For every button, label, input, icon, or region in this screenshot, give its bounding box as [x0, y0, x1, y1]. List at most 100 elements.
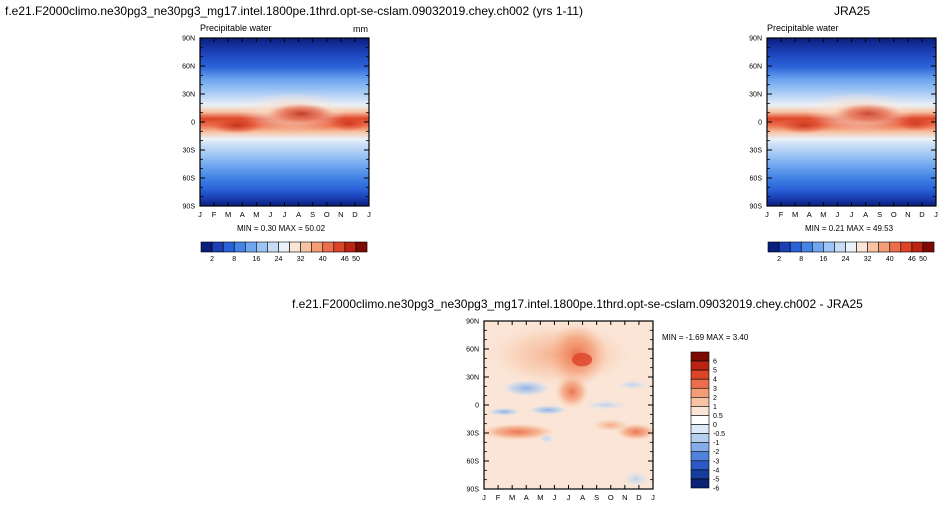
panel2-cb-cell: [922, 241, 935, 253]
panel1-ytick-label: 30S: [183, 148, 196, 155]
panel1-cb-label: 24: [275, 256, 283, 263]
panel3-ytick-label: 90N: [466, 319, 479, 326]
panel1-cb-cell: [311, 241, 324, 253]
panel3-xtick-label: J: [553, 493, 557, 502]
panel2-cb-cell: [845, 241, 857, 253]
panel1-xtick-label: M: [225, 210, 231, 219]
panel2-xtick-label: D: [919, 210, 925, 219]
panel3-blue-1: [500, 379, 552, 397]
panel1-core-east: [328, 116, 369, 132]
panel3-xtick-label: O: [608, 493, 614, 502]
panel3-xtick-label: A: [524, 493, 529, 502]
panel2-ytick-label: 90S: [750, 204, 763, 211]
panel1-xtick-label: D: [352, 210, 358, 219]
panel3-cb-cell: [690, 442, 710, 453]
panel3-blue-4: [582, 399, 630, 411]
panel3-xtick-label: J: [567, 493, 571, 502]
panel2-xtick-label: M: [792, 210, 798, 219]
panel3-mid-max: [554, 374, 589, 409]
panel2-cb-cell: [856, 241, 868, 253]
panel3-xtick-label: D: [636, 493, 642, 502]
panel2-title: JRA25: [834, 4, 871, 18]
panel2-cb-cell: [778, 241, 791, 253]
panel1-cb-cell: [344, 241, 357, 253]
panel3-xtick-label: N: [622, 493, 627, 502]
panel1-cb-cell: [200, 241, 213, 253]
panel3-cb-label: 2: [713, 395, 717, 402]
panel3-xtick-label: A: [580, 493, 585, 502]
panel2-ytick-label: 60N: [749, 64, 762, 71]
panel2-cb-label: 16: [819, 256, 827, 263]
panel2-ytick-label: 30S: [750, 148, 763, 155]
panel1-cb-label: 8: [232, 256, 236, 263]
panel3-xtick-label: F: [496, 493, 501, 502]
panel3-field: [480, 321, 657, 489]
panel3-cb-cell: [690, 406, 710, 416]
panel3-blue-7: [538, 433, 555, 444]
panel3-ytick-label: 60N: [466, 347, 479, 354]
panel1-xtick-label: S: [310, 210, 315, 219]
panel1-xtick-label: J: [198, 210, 202, 219]
panel2-cb-cell: [911, 241, 924, 253]
panel2-xtick-label: A: [807, 210, 812, 219]
panel1-subtitle: Precipitable water: [200, 23, 272, 33]
panel2-cb-label: 46: [908, 256, 916, 263]
panel2-core-west: [777, 116, 832, 134]
panel3-xtick-label: J: [651, 493, 655, 502]
panel2-field: [767, 38, 936, 206]
panel3-xtick-label: J: [482, 493, 486, 502]
panel3-cb-label: 0.5: [713, 413, 723, 420]
panel3-cb-cell: [690, 424, 710, 434]
panel2-cb-label: 32: [864, 256, 872, 263]
panel2-cb-label: 2: [777, 256, 781, 263]
panel3-cb-label: 5: [713, 368, 717, 375]
panel1-ytick-label: 30N: [182, 92, 195, 99]
panel1-ytick-label: 0: [191, 120, 195, 127]
panel2-xtick-label: J: [934, 210, 938, 219]
panel1-cb-label: 46: [341, 256, 349, 263]
panel3-cb-label: -2: [713, 449, 719, 456]
panel1-xtick-label: O: [324, 210, 330, 219]
panel3-cb-cell: [690, 469, 710, 480]
panel2-cb-label: 24: [842, 256, 850, 263]
panel3-cb-cell: [690, 415, 710, 425]
panel2-cb-label: 40: [886, 256, 894, 263]
panel2-ytick-label: 90N: [749, 36, 762, 43]
panel3-cb-label: 3: [713, 386, 717, 393]
panel3-cb-label: -0.5: [713, 431, 725, 438]
panel1-xtick-label: F: [212, 210, 217, 219]
panel2-ytick-label: 30N: [749, 92, 762, 99]
panel3-cb-cell: [690, 397, 710, 407]
panel3-ytick-label: 30N: [466, 375, 479, 382]
panel1-title: f.e21.F2000climo.ne30pg3_ne30pg3_mg17.in…: [5, 4, 583, 18]
panel1-cb-label: 16: [252, 256, 260, 263]
panel1-xtick-label: J: [269, 210, 273, 219]
panel1-xtick-label: A: [240, 210, 245, 219]
panel2-cb-cell: [834, 241, 846, 253]
panel3-xtick-label: S: [594, 493, 599, 502]
panel2-core-east: [895, 116, 936, 132]
panel3-cb-label: -4: [713, 467, 719, 474]
panel2-cb-cell: [823, 241, 835, 253]
panel3-xtick-label: M: [537, 493, 543, 502]
panel3-cb-cell: [690, 369, 710, 380]
panel3-cb-label: -6: [713, 486, 719, 493]
panel2-xtick-label: J: [765, 210, 769, 219]
panel3-stats: MIN = -1.69 MAX = 3.40: [662, 333, 749, 342]
panel1-ytick-label: 90S: [183, 204, 196, 211]
panel2-xtick-label: J: [836, 210, 840, 219]
panel2-cb-cell: [889, 241, 902, 253]
panel2-core-summer: [834, 103, 903, 124]
panel2-cb-cell: [867, 241, 880, 253]
panel1-cb-cell: [233, 241, 246, 253]
panel2-xtick-label: S: [877, 210, 882, 219]
panel3-blue-5: [615, 379, 650, 390]
panel3-cb-cell: [690, 433, 710, 443]
panel3-north-peak: [571, 352, 593, 367]
panel3-cb-label: 1: [713, 404, 717, 411]
panel2-xtick-label: O: [891, 210, 897, 219]
panel1-xtick-label: J: [367, 210, 371, 219]
panel3-cb-cell: [690, 387, 710, 398]
panel1-ytick-label: 90N: [182, 36, 195, 43]
